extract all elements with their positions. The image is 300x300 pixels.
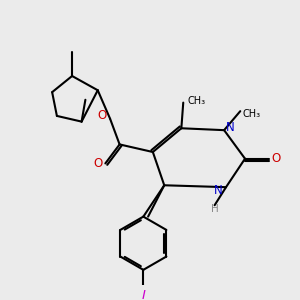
Text: H: H bbox=[211, 204, 218, 214]
Text: N: N bbox=[225, 121, 234, 134]
Text: O: O bbox=[98, 110, 107, 122]
Text: O: O bbox=[93, 157, 102, 170]
Text: CH₃: CH₃ bbox=[242, 109, 260, 119]
Text: CH₃: CH₃ bbox=[187, 96, 205, 106]
Text: O: O bbox=[272, 152, 281, 165]
Text: N: N bbox=[214, 184, 222, 196]
Text: I: I bbox=[141, 289, 145, 300]
